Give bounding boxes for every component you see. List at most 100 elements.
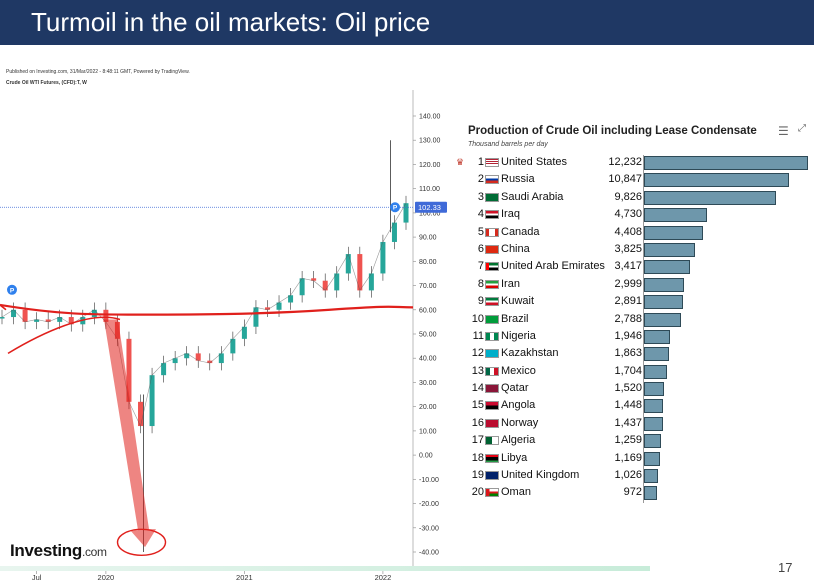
flag-ao-icon — [485, 401, 499, 411]
candle-body[interactable] — [138, 401, 144, 427]
y-tick-label: 90.00 — [419, 235, 437, 242]
production-bar[interactable] — [644, 208, 708, 223]
production-bar[interactable] — [644, 416, 664, 431]
candle-body[interactable] — [334, 273, 340, 291]
production-bar[interactable] — [644, 156, 808, 170]
production-bar[interactable] — [644, 190, 776, 205]
production-bar[interactable] — [644, 364, 667, 379]
country-name: Algeria — [501, 434, 536, 447]
candle-body[interactable] — [68, 317, 74, 325]
production-bar[interactable] — [644, 277, 685, 292]
country-value: 3,825 — [614, 242, 642, 255]
expand-icon[interactable]: ⤢ — [798, 123, 806, 134]
country-rank: 18 — [471, 451, 484, 464]
production-bar[interactable] — [644, 242, 696, 257]
country-name: Kazakhstan — [501, 347, 559, 360]
production-bar[interactable] — [644, 225, 704, 240]
country-name: Qatar — [501, 382, 529, 395]
candle-body[interactable] — [126, 338, 132, 402]
country-row: 12 Kazakhstan 1,863 — [456, 346, 814, 364]
candle-body[interactable] — [288, 295, 294, 303]
production-bar[interactable] — [644, 260, 690, 275]
country-rank: 5 — [477, 225, 484, 238]
production-chart-title: Production of Crude Oil including Lease … — [468, 125, 757, 137]
country-rank: 17 — [471, 434, 484, 447]
y-tick-label: 140.00 — [419, 114, 441, 121]
production-bar[interactable] — [644, 173, 790, 188]
country-row: 18 Libya 1,169 — [456, 450, 814, 469]
chart-published-note: Published on Investing.com, 31/Mar/2022 … — [6, 69, 190, 75]
production-bar[interactable] — [644, 382, 665, 397]
current-price-label: 102.33 — [418, 203, 441, 212]
country-row: 20 Oman 972 — [456, 485, 814, 503]
country-value: 1,704 — [614, 364, 642, 377]
investing-logo: Investing.com — [10, 541, 107, 561]
oil-price-chart[interactable]: 140.00 130.00 120.00 110.00 100.00 90.00 80.00… — [0, 45, 456, 583]
country-name: Canada — [501, 225, 540, 238]
country-rank: 11 — [472, 329, 484, 342]
country-row: 10 Brazil 2,788 — [456, 311, 814, 329]
candle-body[interactable] — [391, 222, 397, 242]
candle-body[interactable] — [103, 309, 109, 322]
candle-body[interactable] — [34, 319, 40, 322]
production-bar[interactable] — [644, 451, 660, 466]
candle-body[interactable] — [161, 363, 167, 376]
candle-body[interactable] — [322, 280, 328, 291]
candle-body[interactable] — [45, 319, 51, 322]
y-tick-label: -30.00 — [419, 525, 439, 532]
country-rank: 3 — [477, 190, 484, 203]
flag-br-icon — [485, 314, 499, 324]
candle-body[interactable] — [149, 375, 155, 427]
country-rank: 8 — [477, 277, 484, 290]
axis-divider — [643, 207, 644, 225]
candle-body[interactable] — [403, 203, 409, 223]
candle-body[interactable] — [299, 278, 305, 296]
y-tick-label: 10.00 — [419, 428, 437, 435]
candle-body[interactable] — [311, 278, 317, 281]
y-tick-label: 60.00 — [419, 307, 437, 314]
hamburger-menu-icon[interactable]: ☰ — [778, 124, 789, 138]
production-bar[interactable] — [644, 486, 658, 501]
candle-body[interactable] — [368, 273, 374, 291]
candle-body[interactable] — [380, 241, 386, 274]
production-bar[interactable] — [644, 347, 669, 362]
country-row: 2 Russia 10,847 — [456, 172, 814, 190]
candle-body[interactable] — [218, 353, 224, 364]
candle-body[interactable] — [184, 353, 190, 359]
y-tick-label: -10.00 — [419, 477, 439, 484]
production-bar[interactable] — [644, 434, 661, 449]
price-marker-left[interactable] — [7, 284, 17, 295]
candle-body[interactable] — [0, 317, 5, 319]
candle-body[interactable] — [264, 307, 270, 310]
flag-cn-icon — [485, 244, 499, 254]
candle-body[interactable] — [195, 353, 201, 361]
candle-body[interactable] — [172, 358, 178, 364]
production-bar[interactable] — [644, 469, 658, 484]
country-rank: 16 — [471, 416, 484, 429]
flag-kz-icon — [485, 349, 499, 359]
x-tick-label: 2021 — [236, 573, 253, 582]
country-row: 16 Norway 1,437 — [456, 415, 814, 434]
candle-body[interactable] — [253, 307, 259, 327]
country-value: 1,026 — [614, 469, 642, 482]
production-bar[interactable] — [644, 295, 683, 310]
candle-body[interactable] — [207, 360, 213, 364]
candle-body[interactable] — [11, 309, 17, 318]
production-bar[interactable] — [644, 399, 664, 414]
country-row: 4 Iraq 4,730 — [456, 207, 814, 225]
candle-body[interactable] — [230, 338, 236, 354]
flag-ca-icon — [485, 227, 499, 237]
production-bar[interactable] — [644, 329, 671, 344]
candle-body[interactable] — [241, 326, 247, 339]
y-tick-label: 0.00 — [419, 453, 433, 460]
candle-body[interactable] — [22, 309, 28, 322]
candle-body[interactable] — [345, 254, 351, 274]
slide-title: Turmoil in the oil markets: Oil price — [31, 7, 431, 37]
candle-body[interactable] — [357, 254, 363, 291]
candle-body[interactable] — [276, 302, 282, 310]
production-bar[interactable] — [644, 312, 682, 327]
country-value: 2,788 — [614, 312, 642, 325]
price-marker-right[interactable] — [390, 202, 400, 213]
country-name: Brazil — [501, 312, 529, 325]
candle-body[interactable] — [57, 317, 63, 322]
